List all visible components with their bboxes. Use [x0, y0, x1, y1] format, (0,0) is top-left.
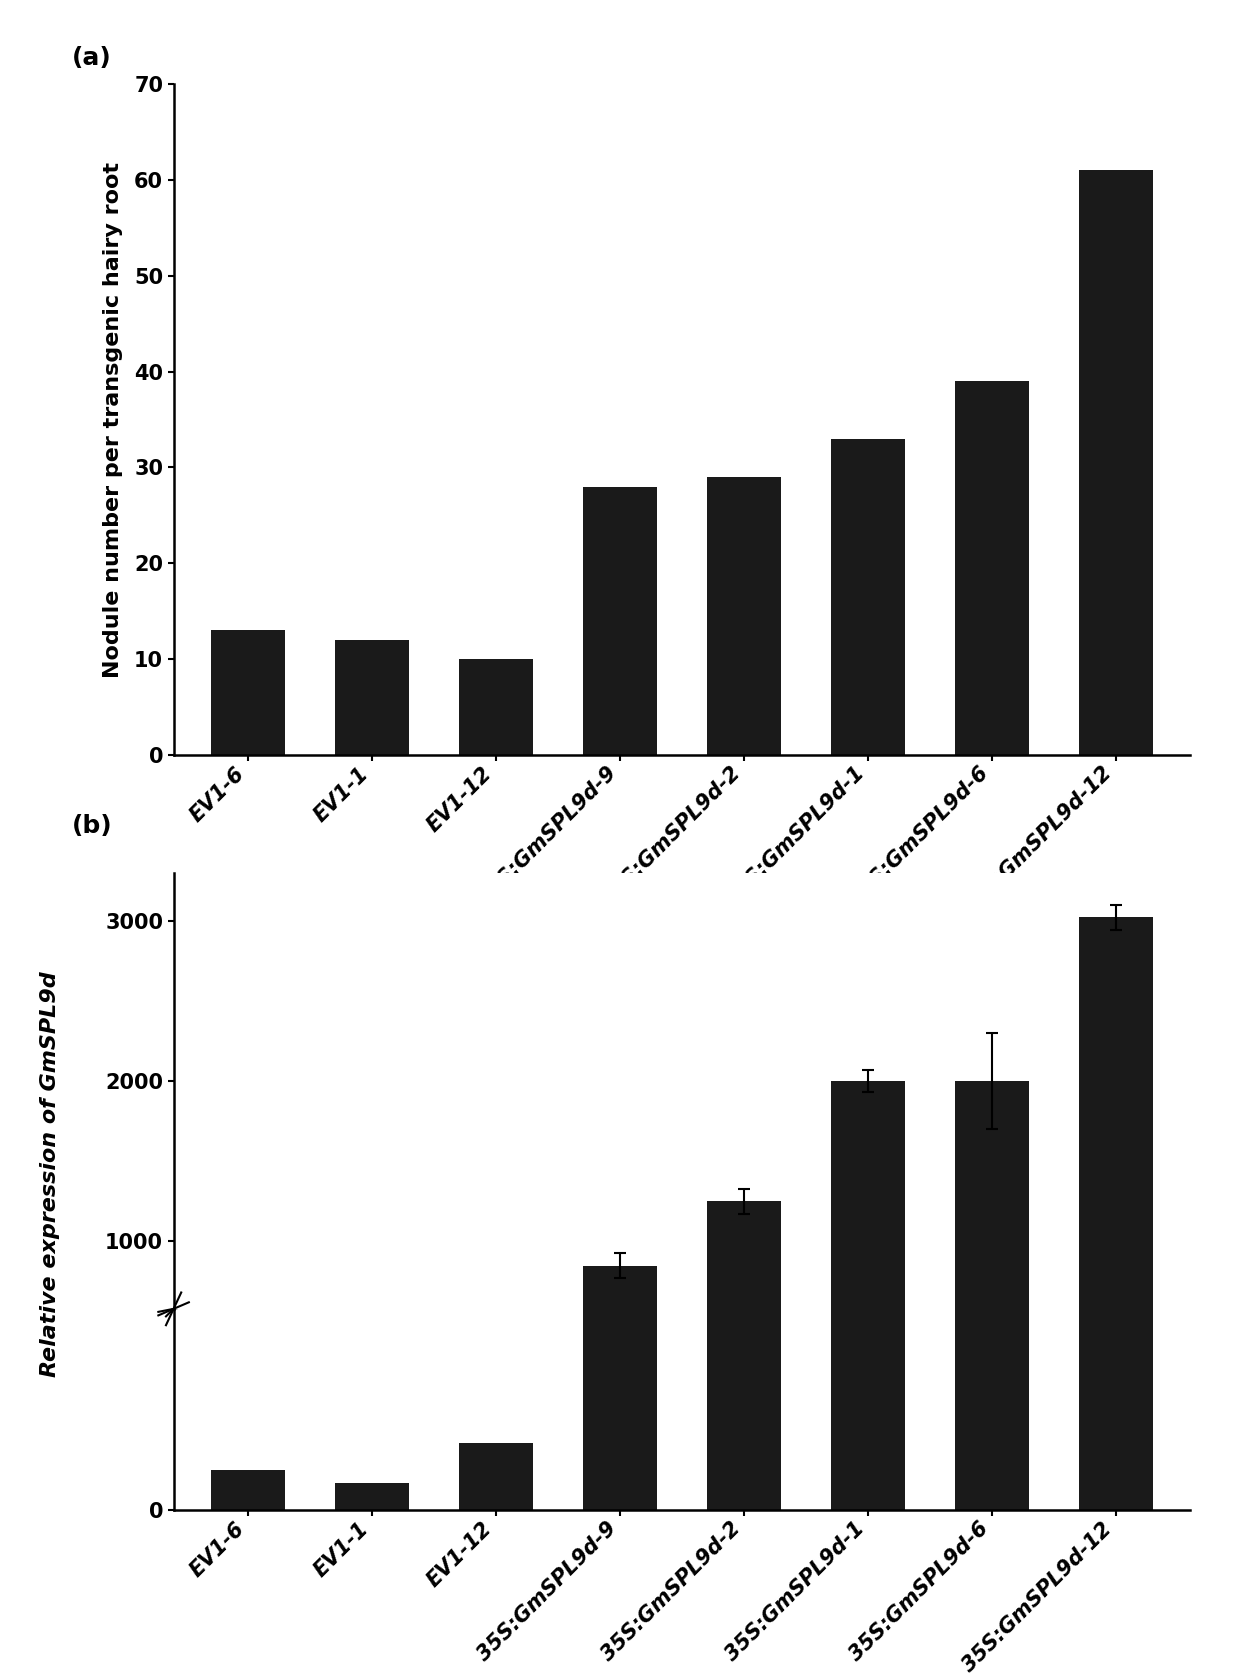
Bar — [335, 1483, 409, 1510]
Bar — [211, 1398, 285, 1401]
Bar — [955, 1081, 1029, 1401]
Bar — [1079, 0, 1153, 1510]
Bar — [583, 369, 657, 1510]
Bar — [1079, 918, 1153, 1401]
Bar — [831, 1081, 905, 1401]
Y-axis label: Nodule number per transgenic hairy root: Nodule number per transgenic hairy root — [103, 161, 123, 678]
Bar — [583, 1265, 657, 1401]
Text: (b): (b) — [72, 814, 113, 837]
Bar — [955, 0, 1029, 1510]
Bar — [583, 487, 657, 755]
Bar — [707, 477, 781, 755]
Bar — [211, 1470, 285, 1510]
Bar — [459, 1394, 533, 1401]
Bar — [335, 1399, 409, 1401]
Bar — [459, 659, 533, 755]
Bar — [831, 0, 905, 1510]
Bar — [459, 1443, 533, 1510]
Text: (a): (a) — [72, 47, 112, 70]
Bar — [707, 0, 781, 1510]
Text: Relative expression of GmSPL9d: Relative expression of GmSPL9d — [40, 972, 60, 1378]
Bar — [211, 631, 285, 755]
Bar — [707, 1201, 781, 1401]
Bar — [831, 438, 905, 755]
Bar — [335, 639, 409, 755]
Bar — [955, 381, 1029, 755]
Bar — [1079, 169, 1153, 755]
